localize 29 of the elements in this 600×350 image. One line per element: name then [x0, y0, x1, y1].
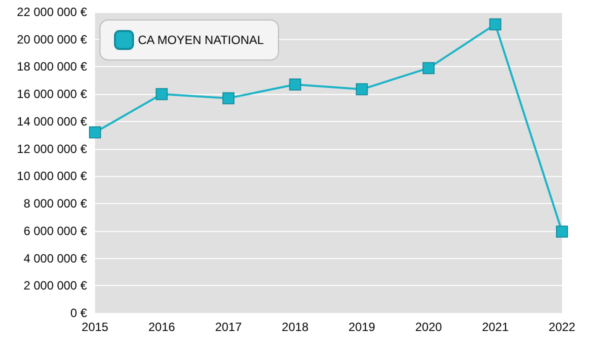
y-tick-label: 22 000 000 €	[16, 5, 88, 19]
y-tick-label: 20 000 000 €	[16, 32, 88, 46]
point	[222, 92, 234, 104]
point	[489, 18, 502, 30]
legend-label: CA MOYEN NATIONAL	[138, 33, 264, 47]
x-tick-label: 2021	[482, 320, 509, 334]
point	[156, 88, 168, 100]
y-tick-label: 10 000 000 €	[16, 169, 88, 184]
x-tick-label: 2018	[282, 320, 309, 334]
x-tick-label: 2017	[215, 320, 242, 334]
x-tick-label: 2015	[82, 320, 109, 334]
y-tick-label: 8 000 000 €	[24, 196, 88, 211]
y-tick-label: 12 000 000 €	[16, 142, 88, 156]
point	[289, 78, 302, 91]
point	[422, 62, 435, 74]
point	[356, 83, 368, 96]
x-tick-label: 2022	[548, 320, 576, 334]
y-tick-label: 4 000 000 €	[24, 251, 88, 266]
x-tick-label: 2016	[148, 320, 176, 334]
x-tick-label: 2019	[348, 320, 376, 334]
y-tick-label: 6 000 000 €	[24, 224, 88, 238]
point	[89, 126, 101, 138]
y-tick-label: 16 000 000 €	[16, 87, 88, 102]
y-tick-label: 18 000 000 €	[16, 60, 88, 74]
y-tick-label: 14 000 000 €	[16, 114, 88, 128]
y-tick-label: 0 €	[70, 306, 88, 320]
x-tick-label: 2020	[415, 320, 442, 334]
point	[556, 226, 568, 238]
y-tick-label: 2 000 000 €	[24, 278, 88, 293]
